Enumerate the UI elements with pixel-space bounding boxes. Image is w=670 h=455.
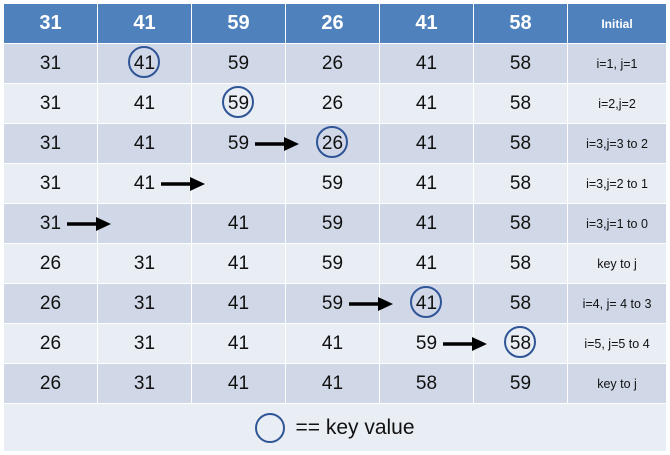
table-cell: 41: [380, 84, 474, 123]
table-cell: 58: [474, 284, 568, 323]
table-cell: 26: [286, 84, 380, 123]
table-cell: 59: [192, 44, 286, 83]
table-body: 31 41 59 26 41 58 i=1, j=1 31 41 59 26 41 58 i=2,j=2 3…: [4, 44, 666, 404]
table-row: 31 41 59 41 58 i=3,j=2 to 1: [4, 164, 666, 204]
table-cell: 31: [4, 164, 98, 203]
header-cell: 31: [4, 4, 98, 43]
key-circle-icon: [222, 86, 254, 118]
table-cell: 58: [474, 204, 568, 243]
table-cell: 31: [4, 124, 98, 163]
table-cell: 41: [98, 164, 192, 203]
table-cell: 41: [192, 244, 286, 283]
table-cell: 41: [380, 244, 474, 283]
table-row: 26 31 41 41 58 59 key to j: [4, 364, 666, 404]
table-cell: 31: [4, 84, 98, 123]
table-cell: 59: [380, 324, 474, 363]
table-cell: 58: [474, 84, 568, 123]
header-row: 31 41 59 26 41 58 Initial: [4, 4, 666, 44]
table-cell: 26: [286, 44, 380, 83]
table-cell: 41: [380, 204, 474, 243]
table-cell: 58: [380, 364, 474, 403]
table-cell: 31: [98, 244, 192, 283]
table-cell: 31: [4, 44, 98, 83]
table-cell: 59: [192, 124, 286, 163]
table-cell: [192, 164, 286, 203]
table-cell: 31: [4, 204, 98, 243]
table-cell: 41: [380, 164, 474, 203]
table-cell: 58: [474, 124, 568, 163]
step-note: i=1, j=1: [568, 44, 666, 83]
step-note: i=4, j= 4 to 3: [568, 284, 666, 323]
table-cell: 59: [192, 84, 286, 123]
key-circle-icon: [316, 126, 348, 158]
table-cell: 41: [98, 124, 192, 163]
table-cell: 41: [192, 324, 286, 363]
table-cell: 41: [380, 124, 474, 163]
table-cell: 59: [286, 244, 380, 283]
table-cell: 41: [192, 284, 286, 323]
step-note: i=3,j=2 to 1: [568, 164, 666, 203]
step-note: i=5, j=5 to 4: [568, 324, 666, 363]
table-row: 26 31 41 41 59 58 i=5, j=5 to 4: [4, 324, 666, 364]
table-cell: 58: [474, 44, 568, 83]
step-note: key to j: [568, 364, 666, 403]
table-row: 31 41 59 26 41 58 i=1, j=1: [4, 44, 666, 84]
table-cell: [98, 204, 192, 243]
header-cell: 26: [286, 4, 380, 43]
step-note: i=2,j=2: [568, 84, 666, 123]
key-circle-icon: [410, 286, 442, 318]
insertion-sort-table: 31 41 59 26 41 58 Initial 31 41 59 26 41 58 i=…: [4, 4, 666, 404]
header-note: Initial: [568, 4, 666, 43]
table-cell: 26: [4, 324, 98, 363]
table-cell: 41: [380, 44, 474, 83]
table-cell: 59: [286, 204, 380, 243]
table-cell: 58: [474, 164, 568, 203]
table-cell: 31: [98, 324, 192, 363]
step-note: i=3,j=1 to 0: [568, 204, 666, 243]
table-cell: 41: [286, 324, 380, 363]
header-cell: 41: [98, 4, 192, 43]
table-cell: 41: [192, 204, 286, 243]
table-cell: 31: [98, 284, 192, 323]
table-row: 26 31 41 59 41 58 i=4, j= 4 to 3: [4, 284, 666, 324]
header-cell: 59: [192, 4, 286, 43]
table-row: 26 31 41 59 41 58 key to j: [4, 244, 666, 284]
table-cell: 26: [286, 124, 380, 163]
table-cell: 59: [474, 364, 568, 403]
table-cell: 41: [380, 284, 474, 323]
step-note: key to j: [568, 244, 666, 283]
table-cell: 58: [474, 324, 568, 363]
table-row: 31 41 59 26 41 58 i=2,j=2: [4, 84, 666, 124]
table-row: 31 41 59 26 41 58 i=3,j=3 to 2: [4, 124, 666, 164]
table-cell: 59: [286, 164, 380, 203]
table-cell: 31: [98, 364, 192, 403]
legend: == key value: [4, 404, 666, 451]
table-row: 31 41 59 41 58 i=3,j=1 to 0: [4, 204, 666, 244]
table-cell: 41: [286, 364, 380, 403]
legend-text: == key value: [295, 416, 414, 440]
key-circle-icon: [504, 326, 536, 358]
table-cell: 26: [4, 244, 98, 283]
step-note: i=3,j=3 to 2: [568, 124, 666, 163]
table-cell: 26: [4, 284, 98, 323]
table-cell: 58: [474, 244, 568, 283]
table-cell: 26: [4, 364, 98, 403]
table-cell: 41: [98, 44, 192, 83]
header-cell: 58: [474, 4, 568, 43]
key-circle-icon: [255, 413, 285, 443]
table-cell: 59: [286, 284, 380, 323]
table-cell: 41: [192, 364, 286, 403]
table-cell: 41: [98, 84, 192, 123]
key-circle-icon: [128, 46, 160, 78]
header-cell: 41: [380, 4, 474, 43]
